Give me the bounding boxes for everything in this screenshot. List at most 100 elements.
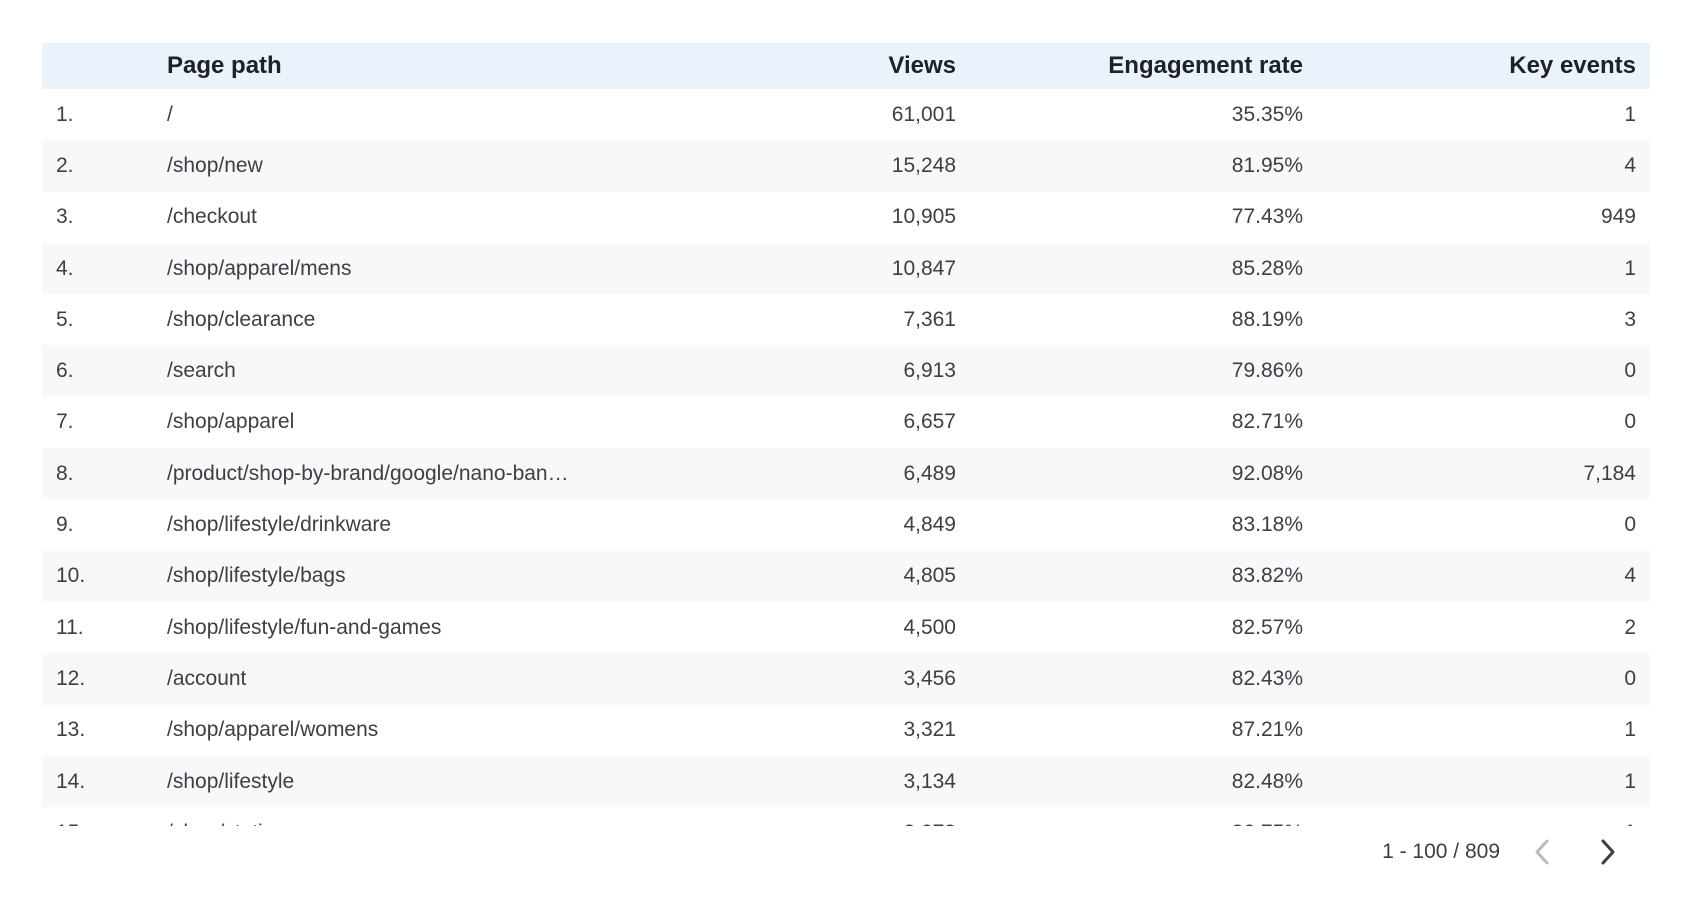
key-events-cell: 2 xyxy=(1624,615,1636,639)
views-cell: 3,134 xyxy=(903,769,956,793)
views-cell: 15,248 xyxy=(891,153,956,177)
row-index: 7. xyxy=(56,410,74,434)
row-index: 9. xyxy=(56,513,74,537)
key-events-cell: 1 xyxy=(1303,821,1650,826)
views-cell: 4,849 xyxy=(903,513,956,537)
engagement-rate-cell: 77.43% xyxy=(1231,205,1303,229)
engagement-rate-cell: 85.28% xyxy=(1231,256,1303,280)
engagement-rate-cell: 83.18% xyxy=(1231,513,1303,537)
row-index: 11. xyxy=(56,615,84,639)
engagement-rate-cell: 80.75% xyxy=(956,821,1303,826)
table-row[interactable]: 5. /shop/clearance 7,361 88.19% 3 xyxy=(42,294,1650,345)
views-cell: 4,500 xyxy=(903,615,956,639)
key-events-cell: 0 xyxy=(1624,410,1636,434)
page-path-cell: /shop/new xyxy=(167,153,263,177)
row-index: 15. xyxy=(42,821,167,826)
key-events-cell: 3 xyxy=(1624,307,1636,331)
chevron-right-icon xyxy=(1601,839,1615,865)
pagination-range: 1 - 100 / 809 xyxy=(1382,840,1500,863)
views-cell: 6,657 xyxy=(903,410,956,434)
table-row[interactable]: 13. /shop/apparel/womens 3,321 87.21% 1 xyxy=(42,705,1650,756)
table-header: Page path Views Engagement rate Key even… xyxy=(42,43,1650,89)
table-row[interactable]: 12. /account 3,456 82.43% 0 xyxy=(42,653,1650,705)
table-body: 1./61,001 35.35% 1 2./shop/new 15,248 81.95% 4… xyxy=(42,89,1650,826)
table-row[interactable]: 1. / 61,001 35.35% 1 xyxy=(42,89,1650,140)
row-index: 1. xyxy=(56,102,74,126)
table-row[interactable]: 11. /shop/lifestyle/fun-and-games 4,500 82.… xyxy=(42,602,1650,653)
key-events-cell: 1 xyxy=(1624,718,1636,742)
table-row[interactable]: 7. /shop/apparel 6,657 82.71% 0 xyxy=(42,397,1650,448)
table-row[interactable]: 9. /shop/lifestyle/drinkware 4,849 83.18% 0 xyxy=(42,499,1650,550)
views-cell: 7,361 xyxy=(903,307,956,331)
engagement-rate-cell: 81.95% xyxy=(1231,153,1303,177)
column-header-views[interactable]: Views xyxy=(888,52,956,79)
views-cell: 10,847 xyxy=(891,256,956,280)
next-page-button[interactable] xyxy=(1588,832,1628,872)
views-cell: 3,073 xyxy=(782,821,956,826)
key-events-cell: 7,184 xyxy=(1583,461,1636,485)
engagement-rate-cell: 82.48% xyxy=(1231,769,1303,793)
engagement-rate-cell: 82.43% xyxy=(1231,666,1303,690)
page-path-cell: / xyxy=(167,102,173,126)
views-cell: 6,489 xyxy=(903,461,956,485)
page-path-cell: /shop/apparel xyxy=(167,410,295,434)
page-path-cell: /account xyxy=(167,666,247,690)
row-index: 13. xyxy=(56,718,86,742)
page-path-cell: /shop/lifestyle/fun-and-games xyxy=(167,615,442,639)
engagement-rate-cell: 83.82% xyxy=(1231,564,1303,588)
table-row[interactable]: 15./shop/stationery3,07380.75%1 xyxy=(42,807,1650,826)
key-events-cell: 4 xyxy=(1624,153,1636,177)
page-path-cell: /checkout xyxy=(167,205,257,229)
row-index: 8. xyxy=(56,461,74,485)
engagement-rate-cell: 79.86% xyxy=(1231,359,1303,383)
page-path-cell: /shop/stationery xyxy=(167,821,782,826)
page-path-cell: /shop/lifestyle/bags xyxy=(167,564,346,588)
previous-page-button[interactable] xyxy=(1522,832,1562,872)
table-row[interactable]: 6. /search 6,913 79.86% 0 xyxy=(42,345,1650,397)
engagement-rate-cell: 35.35% xyxy=(1231,102,1303,126)
table-row[interactable]: 4. /shop/apparel/mens 10,847 85.28% 1 xyxy=(42,242,1650,295)
page-path-cell: /shop/clearance xyxy=(167,307,316,331)
key-events-cell: 4 xyxy=(1624,564,1636,588)
row-index: 6. xyxy=(56,359,74,383)
column-header-page-path[interactable]: Page path xyxy=(167,52,282,79)
page-path-table: Page path Views Engagement rate Key even… xyxy=(42,43,1650,826)
key-events-cell: 0 xyxy=(1624,359,1636,383)
key-events-cell: 0 xyxy=(1624,666,1636,690)
row-index: 4. xyxy=(56,256,74,280)
views-cell: 3,456 xyxy=(903,666,956,690)
engagement-rate-cell: 82.57% xyxy=(1231,615,1303,639)
table-row[interactable]: 2. /shop/new 15,248 81.95% 4 xyxy=(42,140,1650,192)
page-path-cell: /shop/apparel/mens xyxy=(167,256,352,280)
column-header-key-events[interactable]: Key events xyxy=(1509,52,1636,79)
key-events-cell: 1 xyxy=(1624,102,1636,126)
row-index: 14. xyxy=(56,769,86,793)
chevron-left-icon xyxy=(1535,839,1549,865)
page-path-cell: /shop/lifestyle/drinkware xyxy=(167,513,392,537)
engagement-rate-cell: 92.08% xyxy=(1231,461,1303,485)
key-events-cell: 0 xyxy=(1624,513,1636,537)
engagement-rate-cell: 82.71% xyxy=(1231,410,1303,434)
row-index: 2. xyxy=(56,153,74,177)
row-index: 10. xyxy=(56,564,86,588)
row-index: 3. xyxy=(56,205,74,229)
page-path-cell: /shop/lifestyle xyxy=(167,769,295,793)
key-events-cell: 949 xyxy=(1600,205,1636,229)
pagination: 1 - 100 / 809 xyxy=(1340,832,1660,872)
views-cell: 4,805 xyxy=(903,564,956,588)
page-path-cell: /search xyxy=(167,359,236,383)
key-events-cell: 1 xyxy=(1624,769,1636,793)
table-row[interactable]: 8. /product/shop-by-brand/google/nano-ban… xyxy=(42,448,1650,500)
column-header-engagement-rate[interactable]: Engagement rate xyxy=(1108,52,1303,79)
table-row[interactable]: 3. /checkout 10,905 77.43% 949 xyxy=(42,192,1650,243)
page-path-cell: /shop/apparel/womens xyxy=(167,718,379,742)
table-row[interactable]: 14. /shop/lifestyle 3,134 82.48% 1 xyxy=(42,755,1650,808)
engagement-rate-cell: 88.19% xyxy=(1231,307,1303,331)
engagement-rate-cell: 87.21% xyxy=(1231,718,1303,742)
views-cell: 61,001 xyxy=(891,102,956,126)
row-index: 12. xyxy=(56,666,86,690)
table-row[interactable]: 10. /shop/lifestyle/bags 4,805 83.82% 4 xyxy=(42,550,1650,602)
key-events-cell: 1 xyxy=(1624,256,1636,280)
row-index: 5. xyxy=(56,307,74,331)
views-cell: 6,913 xyxy=(903,359,956,383)
